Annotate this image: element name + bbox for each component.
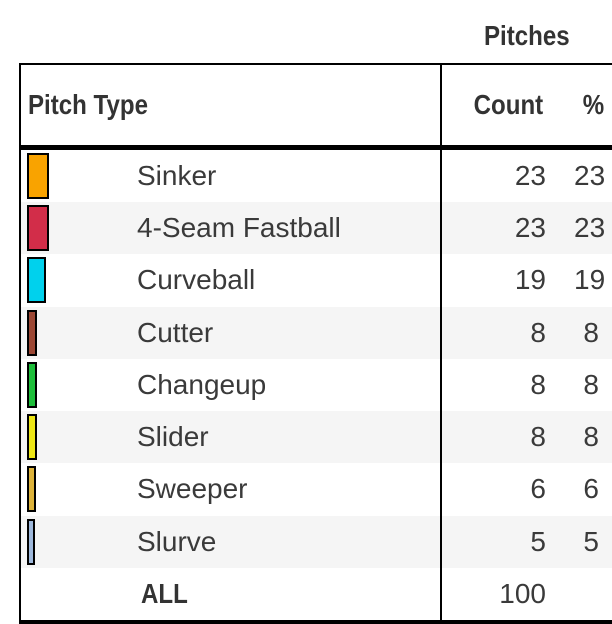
pitch-color-swatch xyxy=(27,153,49,199)
row-count-group: 19 19 xyxy=(440,254,612,307)
pitch-type-label: Cutter xyxy=(137,316,214,348)
table-header-row: Pitch Type Count % xyxy=(21,65,612,150)
count-column-header: Count xyxy=(473,89,543,120)
pitch-color-swatch xyxy=(27,257,46,304)
pitch-pct-value: 6 xyxy=(583,473,599,505)
table-row[interactable]: Sinker 23 23 xyxy=(21,150,612,203)
table-row[interactable]: 4-Seam Fastball 23 23 xyxy=(21,202,612,255)
header-cell-count: Count xyxy=(442,65,574,145)
pitch-count-value: 19 xyxy=(514,264,546,296)
total-pct-value xyxy=(574,568,612,620)
row-count-group: 23 23 xyxy=(440,202,612,255)
pct-column-header: % xyxy=(582,89,604,120)
pitch-type-label: 4-Seam Fastball xyxy=(137,212,341,244)
pitch-count-value: 23 xyxy=(514,212,546,244)
pitch-label-cell: Curveball xyxy=(21,254,440,306)
table-row[interactable]: Curveball 19 19 xyxy=(21,254,612,307)
row-count-group: 5 5 xyxy=(440,515,612,568)
pitch-label-cell: Slurve xyxy=(21,516,440,568)
table-group-title-text: Pitches xyxy=(483,20,570,51)
table-row[interactable]: Sweeper 6 6 xyxy=(21,463,612,516)
pitch-count-value: 5 xyxy=(530,525,546,557)
pitch-count-value: 8 xyxy=(530,316,546,348)
pitch-type-label: Changeup xyxy=(137,368,267,400)
pitch-pct-value: 8 xyxy=(583,316,599,348)
pitch-pct-value: 23 xyxy=(574,212,606,244)
row-count-group: 8 8 xyxy=(440,411,612,464)
pitch-type-label: Sinker xyxy=(137,160,217,191)
pitch-pct-value: 8 xyxy=(583,421,599,453)
pitch-type-table: Pitch Type Count % Sinker 23 23 xyxy=(19,63,612,624)
table-row[interactable]: Cutter 8 8 xyxy=(21,306,612,359)
table-row[interactable]: Slider 8 8 xyxy=(21,411,612,464)
row-count-group: 23 23 xyxy=(440,150,612,203)
pitch-type-label: Curveball xyxy=(137,264,256,296)
header-cell-pct: % xyxy=(574,65,612,145)
pitch-count-value: 6 xyxy=(530,473,546,505)
total-count-value: 100 xyxy=(499,577,546,609)
table-row-total: ALL 100 xyxy=(21,567,612,620)
pitch-pct-value: 19 xyxy=(574,264,606,296)
pitch-pct-value: 8 xyxy=(583,368,599,400)
pitch-label-cell: Cutter xyxy=(21,307,440,359)
table-row[interactable]: Changeup 8 8 xyxy=(21,358,612,412)
pitch-count-value: 8 xyxy=(530,368,546,400)
total-count-group: 100 xyxy=(440,567,612,620)
total-label-cell: ALL xyxy=(21,568,440,620)
row-count-group: 8 8 xyxy=(440,358,612,412)
table-group-title: Pitches xyxy=(441,20,612,52)
pitch-type-label: Slurve xyxy=(137,525,217,557)
pitch-label-cell: Slider xyxy=(21,411,440,463)
row-count-group: 8 8 xyxy=(440,306,612,359)
pitch-type-column-header: Pitch Type xyxy=(28,89,148,120)
total-row-label: ALL xyxy=(141,577,188,609)
header-count-group: Count % xyxy=(440,65,612,145)
pitch-label-cell: Sweeper xyxy=(21,463,440,515)
pitch-color-swatch xyxy=(27,361,37,408)
pitch-color-swatch xyxy=(27,518,35,565)
header-cell-pitch-type: Pitch Type xyxy=(21,65,440,145)
pitch-type-label: Sweeper xyxy=(137,473,248,505)
pitch-label-cell: Changeup xyxy=(21,359,440,411)
pitch-type-label: Slider xyxy=(137,421,209,453)
table-body: Sinker 23 23 4-Seam Fastball 23 23 Curve… xyxy=(21,150,612,620)
pitch-color-swatch xyxy=(27,414,37,461)
table-row[interactable]: Slurve 5 5 xyxy=(21,515,612,568)
pitch-pct-value: 5 xyxy=(583,525,599,557)
pitch-label-cell: 4-Seam Fastball xyxy=(21,202,440,254)
pitch-label-cell: Sinker xyxy=(21,150,440,202)
pitch-count-value: 8 xyxy=(530,421,546,453)
pitch-pct-value: 23 xyxy=(574,160,606,191)
pitch-count-value: 23 xyxy=(514,160,546,191)
pitch-color-swatch xyxy=(27,466,36,513)
row-count-group: 6 6 xyxy=(440,463,612,516)
pitch-color-swatch xyxy=(27,309,37,356)
pitch-color-swatch xyxy=(27,205,49,252)
